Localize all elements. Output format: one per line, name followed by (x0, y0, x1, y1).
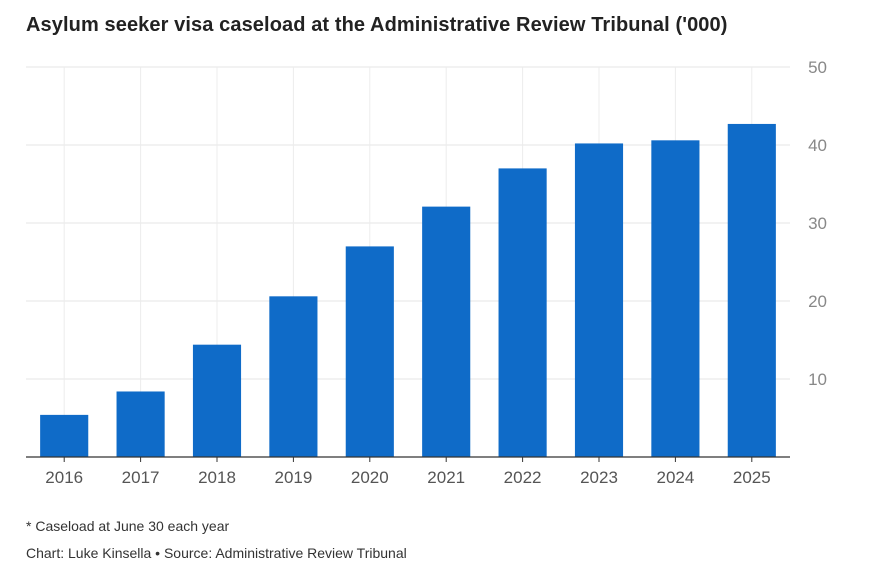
x-tick-label: 2017 (122, 468, 160, 487)
y-tick-label: 30 (808, 214, 827, 233)
y-tick-label: 10 (808, 370, 827, 389)
x-tick-label: 2020 (351, 468, 389, 487)
credit-line: Chart: Luke Kinsella • Source: Administr… (26, 545, 407, 561)
bar-2021 (422, 206, 471, 457)
x-tick-label: 2018 (198, 468, 236, 487)
x-tick-label: 2022 (504, 468, 542, 487)
bar-2018 (192, 344, 242, 457)
x-tick-label: 2016 (45, 468, 83, 487)
bar-2023 (574, 143, 624, 457)
bar-2016 (40, 414, 89, 457)
bar-2022 (498, 168, 547, 457)
y-axis-ticks: 10 20 30 40 50 (808, 58, 827, 389)
bar-2025 (727, 123, 776, 457)
y-tick-label: 50 (808, 58, 827, 77)
x-tick-label: 2024 (656, 468, 694, 487)
x-tick-label: 2021 (427, 468, 465, 487)
chart-title: Asylum seeker visa caseload at the Admin… (26, 14, 728, 36)
bar-2024 (651, 140, 700, 457)
y-tick-label: 40 (808, 136, 827, 155)
bar-2017 (116, 391, 165, 457)
bars (40, 123, 776, 457)
footnote: * Caseload at June 30 each year (26, 518, 230, 534)
x-axis-ticks: 2016 2017 2018 2019 2020 2021 2022 2023 2024 2025 (45, 457, 771, 487)
bar-2020 (345, 246, 394, 457)
y-tick-label: 20 (808, 292, 827, 311)
x-tick-label: 2023 (580, 468, 618, 487)
x-tick-label: 2025 (733, 468, 771, 487)
x-tick-label: 2019 (274, 468, 312, 487)
bar-2019 (269, 296, 318, 457)
